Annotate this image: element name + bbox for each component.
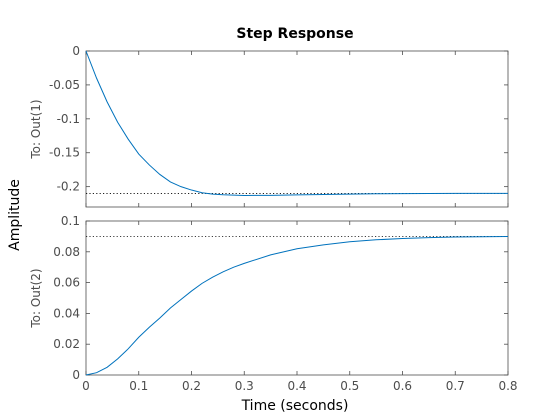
x-tick-label: 0.5 [340, 379, 359, 393]
panel-output-label: To: Out(2) [29, 268, 43, 328]
panel-output-label: To: Out(1) [29, 99, 43, 159]
y-tick-label: 0 [72, 368, 80, 382]
chart-panels: 0 -0.05 -0.1 -0.15 -0.2 To: Out(1) 0 0.02 0.04 0.… [29, 44, 518, 393]
y-tick-label: -0.05 [49, 78, 80, 92]
y-tick-label: -0.15 [49, 146, 80, 160]
x-tick-label: 0.7 [446, 379, 465, 393]
response-line [85, 236, 509, 376]
y-tick-label: 0.04 [53, 306, 80, 320]
x-tick-label: 0.3 [235, 379, 254, 393]
y-tick-label: 0.06 [53, 276, 80, 290]
x-axis-label: Time (seconds) [241, 398, 349, 414]
panel-1: 0 -0.05 -0.1 -0.15 -0.2 To: Out(1) [29, 44, 509, 208]
y-tick-label: -0.1 [57, 112, 80, 126]
y-tick-label: 0.08 [53, 245, 80, 259]
y-tick-label: 0.1 [61, 214, 80, 228]
y-tick-label: 0 [72, 44, 80, 58]
response-line [85, 50, 508, 196]
x-tick-label: 0.8 [498, 379, 517, 393]
x-tick-label: 0 [82, 379, 90, 393]
x-tick-label: 0.2 [182, 379, 201, 393]
y-tick-label: -0.2 [57, 180, 80, 194]
x-tick-label: 0.6 [393, 379, 412, 393]
x-tick-label: 0.4 [287, 379, 306, 393]
x-tick-label: 0.1 [129, 379, 148, 393]
y-tick-label: 0.02 [53, 337, 80, 351]
y-axis-label: Amplitude [7, 179, 23, 251]
panel-2: 0 0.02 0.04 0.06 0.08 0.1 0 0.1 0.2 0.3 0.4 0.5 0.6 0… [29, 214, 518, 393]
chart-title: Step Response [236, 26, 353, 42]
